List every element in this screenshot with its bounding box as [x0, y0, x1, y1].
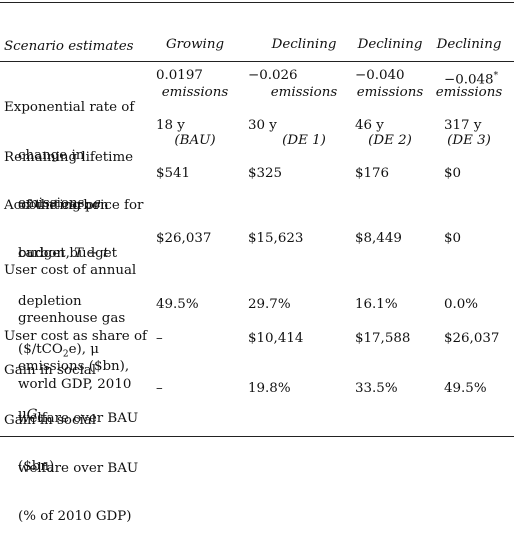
cell-value: $541 — [156, 166, 191, 181]
cell-value: $26,037 — [444, 331, 500, 346]
cell-value: 16.1% — [355, 297, 398, 312]
row-label-user-cost: User cost of annual greenhouse gas emiss… — [4, 231, 136, 444]
column-header-bau: Growing emissions (BAU) — [150, 5, 240, 165]
cell-value: 317 y — [444, 118, 482, 133]
cell-value: 0.0% — [444, 297, 479, 312]
cell-value: −0.026 — [248, 68, 298, 83]
column-header-line: (DE 3) — [447, 133, 491, 148]
row-label-line: Gain in social — [4, 413, 96, 428]
top-rule — [0, 2, 514, 3]
row-label-user-cost-share: User cost as share of world GDP, 2010 — [4, 297, 147, 409]
column-header-line: Declining — [436, 37, 502, 52]
row-label-line: emissions, a — [18, 196, 101, 211]
cell-value: 49.5% — [444, 381, 487, 396]
header-rule — [0, 61, 514, 62]
column-header-line: (DE 2) — [368, 133, 412, 148]
row-label-line: (% of 2010 GDP) — [18, 509, 132, 524]
column-header-line: Declining — [357, 37, 423, 52]
row-label-line: greenhouse gas — [18, 311, 126, 326]
column-header-line: Declining — [271, 37, 337, 52]
cell-value: $176 — [355, 166, 390, 181]
column-header-line: emissions — [435, 85, 503, 100]
cell-value: 18 y — [156, 118, 185, 133]
cell-value: 29.7% — [248, 297, 291, 312]
cell-value: – — [156, 331, 163, 346]
cell-value: 0.0197 — [156, 68, 203, 83]
row-label-line: User cost of annual — [4, 263, 137, 278]
row-label-exponential-rate: Exponential rate of change in emissions,… — [4, 68, 134, 228]
row-label-line: welfare over BAU — [18, 461, 139, 476]
cell-value: $325 — [248, 166, 283, 181]
row-label-accounting-price: Accounting price for carbon budget deple… — [4, 166, 143, 379]
column-header-de1: Declining emissions (DE 1) — [259, 5, 349, 165]
row-label-line: Exponential rate of — [4, 100, 135, 115]
cell-value: −0.048* — [444, 71, 499, 88]
stub-header: Scenario estimates — [4, 39, 134, 54]
cell-value: −0.040 — [355, 68, 405, 83]
row-label-line: Gain in social — [4, 363, 96, 378]
cell-value: $15,623 — [248, 231, 304, 246]
row-label-welfare-gain-pct: Gain in social welfare over BAU (% of 20… — [4, 381, 138, 541]
cell-value: – — [156, 381, 163, 396]
row-label-line: emissions ($bn), — [18, 359, 130, 374]
cell-value: $8,449 — [355, 231, 402, 246]
cell-value: $0 — [444, 166, 462, 181]
cell-value: 30 y — [248, 118, 277, 133]
column-header-line: emissions — [161, 85, 229, 100]
column-header-line: (DE 1) — [282, 133, 326, 148]
cell-value: 49.5% — [156, 297, 199, 312]
row-label-line: world GDP, 2010 — [18, 377, 132, 392]
row-label-line: Remaining lifetime — [4, 150, 134, 165]
column-header-de3: Declining emissions (DE 3) — [424, 5, 514, 165]
cell-value: 19.8% — [248, 381, 291, 396]
row-label-line: welfare over BAU — [18, 411, 139, 426]
row-label-line: of the carbon — [18, 198, 109, 213]
column-header-de2: Declining emissions (DE 2) — [345, 5, 435, 165]
row-label-line: ($/tCO2e), μ — [18, 342, 99, 360]
row-label-line: μG0 — [18, 407, 44, 425]
row-label-line: Accounting price for — [4, 198, 144, 213]
row-label-line: carbon budget — [18, 246, 118, 261]
cell-value: $0 — [444, 231, 462, 246]
column-header-line: (BAU) — [174, 133, 216, 148]
column-header-line: Growing — [165, 37, 225, 52]
row-label-line: User cost as share of — [4, 329, 148, 344]
row-label-line: depletion — [18, 294, 82, 309]
cell-value: $26,037 — [156, 231, 212, 246]
row-label-line: change in — [18, 148, 85, 163]
cell-value: 33.5% — [355, 381, 398, 396]
column-header-line: emissions — [356, 85, 424, 100]
bottom-rule — [0, 436, 514, 437]
cell-value: 46 y — [355, 118, 384, 133]
cell-value: $17,588 — [355, 331, 411, 346]
column-header-line: emissions — [270, 85, 338, 100]
cell-value: $10,414 — [248, 331, 304, 346]
row-label-remaining-lifetime: Remaining lifetime of the carbon budget,… — [4, 118, 133, 278]
row-label-line: budget, T − t — [18, 246, 109, 261]
